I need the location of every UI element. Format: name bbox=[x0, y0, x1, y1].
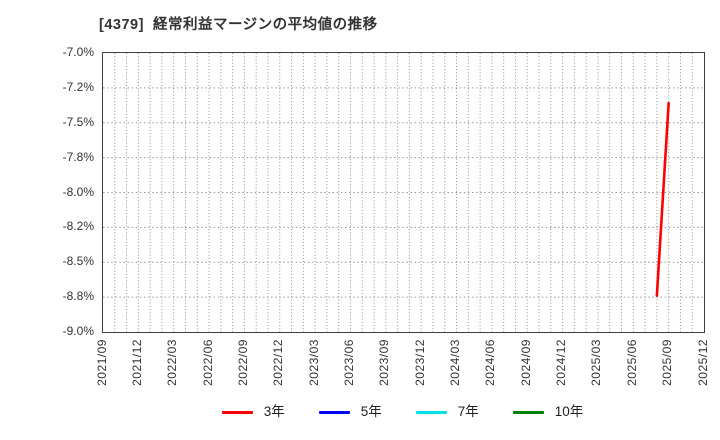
legend-item-5年: 5年 bbox=[318, 404, 382, 420]
y-tick-label: -8.5% bbox=[62, 254, 94, 269]
legend-line-swatch bbox=[221, 410, 253, 414]
y-tick-label: -7.2% bbox=[62, 79, 94, 94]
x-tick-label: 2023/09 bbox=[377, 339, 392, 386]
x-tick-label: 2025/12 bbox=[695, 339, 710, 386]
x-tick-label: 2022/12 bbox=[271, 339, 286, 386]
x-tick-label: 2025/06 bbox=[624, 339, 639, 386]
x-tick-label: 2022/06 bbox=[200, 339, 215, 386]
x-tick-label: 2022/09 bbox=[235, 339, 250, 386]
x-tick-label: 2021/09 bbox=[94, 339, 109, 386]
legend-label: 10年 bbox=[554, 404, 584, 419]
legend: 3年 5年 7年 10年 bbox=[102, 404, 703, 420]
plot-area bbox=[102, 52, 705, 333]
y-tick-label: -8.8% bbox=[62, 289, 94, 304]
legend-label: 7年 bbox=[457, 404, 479, 419]
chart-canvas bbox=[103, 53, 704, 332]
y-tick-label: -7.0% bbox=[62, 45, 94, 59]
y-tick-label: -8.2% bbox=[62, 219, 94, 234]
chart-title: [4379] 経常利益マージンの平均値の推移 bbox=[99, 17, 378, 33]
legend-label: 5年 bbox=[360, 404, 382, 419]
x-tick-label: 2025/09 bbox=[660, 339, 675, 386]
legend-item-7年: 7年 bbox=[415, 404, 479, 420]
x-tick-label: 2023/12 bbox=[412, 339, 427, 386]
legend-item-10年: 10年 bbox=[512, 404, 584, 420]
y-tick-label: -8.0% bbox=[62, 184, 94, 199]
legend-line-swatch bbox=[512, 410, 544, 414]
y-tick-label: -7.5% bbox=[62, 114, 94, 129]
x-tick-label: 2024/12 bbox=[554, 339, 569, 386]
x-tick-label: 2024/06 bbox=[483, 339, 498, 386]
legend-label: 3年 bbox=[263, 404, 285, 419]
x-tick-label: 2023/06 bbox=[341, 339, 356, 386]
legend-item-3年: 3年 bbox=[221, 404, 285, 420]
x-tick-label: 2021/12 bbox=[129, 339, 144, 386]
y-tick-label: -9.0% bbox=[62, 324, 94, 338]
x-tick-label: 2024/03 bbox=[448, 339, 463, 386]
x-tick-label: 2022/03 bbox=[165, 339, 180, 386]
series-line-3年 bbox=[655, 101, 670, 298]
y-tick-label: -7.8% bbox=[62, 149, 94, 164]
x-tick-label: 2023/03 bbox=[306, 339, 321, 386]
x-tick-label: 2025/03 bbox=[589, 339, 604, 386]
legend-line-swatch bbox=[318, 410, 350, 414]
x-tick-label: 2024/09 bbox=[518, 339, 533, 386]
legend-line-swatch bbox=[415, 410, 447, 414]
